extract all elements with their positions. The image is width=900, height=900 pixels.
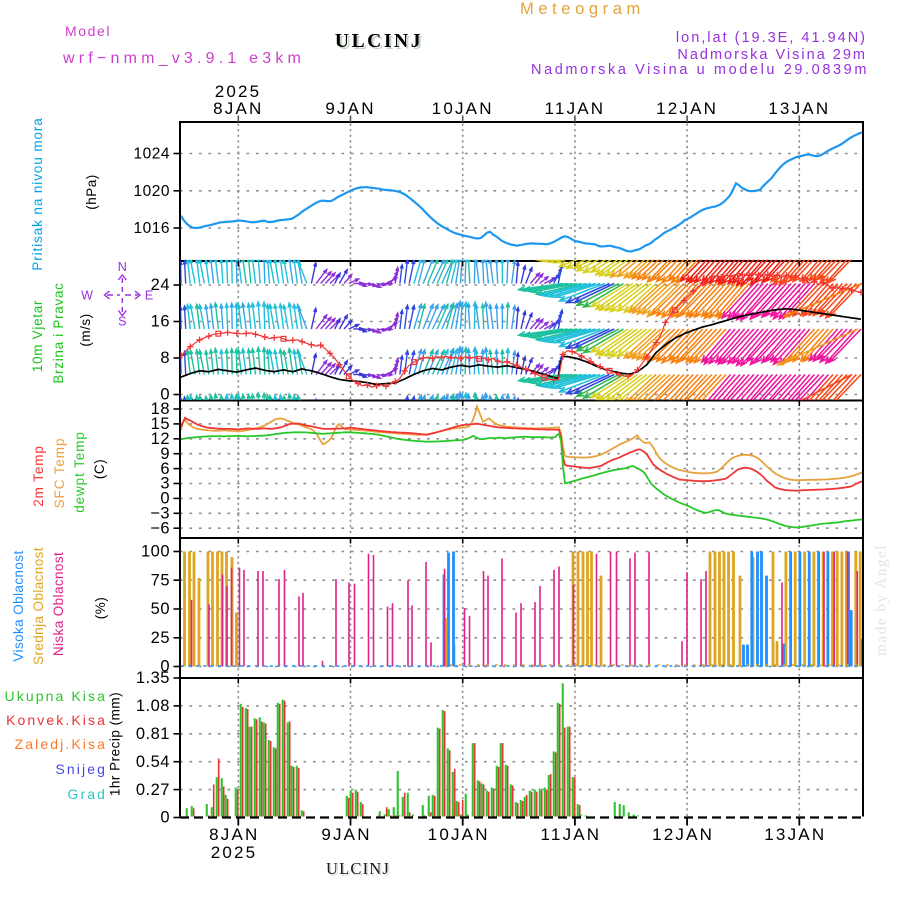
svg-text:(C): (C) bbox=[92, 459, 107, 479]
svg-text:1016: 1016 bbox=[134, 220, 170, 237]
svg-text:Srednja Oblacnost: Srednja Oblacnost bbox=[31, 547, 46, 665]
svg-text:ULCINJ: ULCINJ bbox=[328, 861, 392, 880]
svg-text:100: 100 bbox=[141, 543, 170, 561]
svg-text:12JAN: 12JAN bbox=[656, 99, 718, 118]
svg-text:Ukupna Kisa: Ukupna Kisa bbox=[5, 688, 107, 704]
svg-text:2025: 2025 bbox=[215, 82, 262, 101]
svg-text:Nadmorska Visina u modelu 29.0: Nadmorska Visina u modelu 29.0839m bbox=[531, 62, 869, 78]
svg-text:75: 75 bbox=[151, 571, 170, 589]
svg-text:24: 24 bbox=[151, 276, 170, 294]
svg-text:12JAN: 12JAN bbox=[652, 825, 714, 844]
svg-text:Pritisak na nivou mora: Pritisak na nivou mora bbox=[30, 117, 45, 270]
svg-text:Zaledj.Kisa: Zaledj.Kisa bbox=[15, 736, 107, 752]
svg-text:8: 8 bbox=[160, 349, 170, 367]
svg-text:0.54: 0.54 bbox=[136, 753, 170, 771]
svg-text:0: 0 bbox=[160, 386, 170, 404]
svg-text:ULCINJ: ULCINJ bbox=[337, 33, 425, 54]
svg-text:1024: 1024 bbox=[134, 146, 170, 163]
svg-text:9: 9 bbox=[160, 445, 170, 463]
svg-text:SFC Temp: SFC Temp bbox=[52, 438, 67, 509]
svg-text:15: 15 bbox=[151, 415, 170, 433]
svg-text:8JAN: 8JAN bbox=[213, 99, 263, 118]
svg-text:6: 6 bbox=[160, 460, 170, 478]
svg-text:0: 0 bbox=[160, 809, 170, 827]
svg-text:Model: Model bbox=[65, 23, 111, 39]
svg-text:10JAN: 10JAN bbox=[432, 99, 494, 118]
svg-text:18: 18 bbox=[151, 400, 170, 418]
svg-text:Nadmorska Visina 29m: Nadmorska Visina 29m bbox=[677, 47, 867, 63]
svg-text:Meteogram: Meteogram bbox=[520, 0, 645, 18]
svg-text:13JAN: 13JAN bbox=[764, 825, 826, 844]
svg-text:−3: −3 bbox=[150, 505, 170, 523]
svg-text:1020: 1020 bbox=[134, 183, 170, 200]
svg-text:(m/s): (m/s) bbox=[78, 313, 93, 346]
svg-text:9JAN: 9JAN bbox=[325, 99, 375, 118]
svg-text:N: N bbox=[118, 260, 127, 274]
svg-text:Brzina i Pravac: Brzina i Pravac bbox=[51, 282, 66, 383]
svg-text:−6: −6 bbox=[150, 519, 170, 537]
svg-text:0: 0 bbox=[160, 490, 170, 508]
svg-text:Snijeg: Snijeg bbox=[55, 761, 107, 777]
svg-text:0: 0 bbox=[160, 658, 170, 676]
svg-text:12: 12 bbox=[151, 430, 170, 448]
svg-text:25: 25 bbox=[151, 629, 170, 647]
svg-text:Grad: Grad bbox=[67, 786, 107, 802]
svg-text:lon,lat (19.3E, 41.94N): lon,lat (19.3E, 41.94N) bbox=[676, 30, 867, 46]
svg-text:16: 16 bbox=[151, 313, 170, 331]
svg-text:3: 3 bbox=[160, 475, 170, 493]
svg-text:11JAN: 11JAN bbox=[541, 825, 602, 844]
svg-text:10JAN: 10JAN bbox=[428, 825, 490, 844]
svg-text:9JAN: 9JAN bbox=[321, 825, 371, 844]
svg-text:E: E bbox=[145, 289, 153, 303]
svg-text:(%): (%) bbox=[93, 597, 108, 620]
svg-text:Niska Oblacnost: Niska Oblacnost bbox=[51, 552, 66, 656]
svg-text:made by Angel: made by Angel bbox=[873, 544, 890, 656]
svg-text:2025: 2025 bbox=[211, 843, 258, 862]
svg-text:8JAN: 8JAN bbox=[209, 825, 259, 844]
svg-text:Visoka Oblacnost: Visoka Oblacnost bbox=[11, 550, 26, 661]
svg-text:10m Vjetar: 10m Vjetar bbox=[30, 300, 45, 372]
svg-text:0.27: 0.27 bbox=[136, 781, 170, 799]
svg-text:13JAN: 13JAN bbox=[768, 99, 830, 118]
svg-text:1hr Precip (mm): 1hr Precip (mm) bbox=[108, 692, 123, 796]
svg-text:50: 50 bbox=[151, 600, 170, 618]
svg-text:W: W bbox=[81, 289, 93, 303]
svg-text:(hPa): (hPa) bbox=[84, 174, 99, 210]
svg-text:wrf−nmm_v3.9.1 e3km: wrf−nmm_v3.9.1 e3km bbox=[62, 50, 305, 67]
svg-text:ULCINJ: ULCINJ bbox=[326, 859, 390, 878]
svg-text:1.35: 1.35 bbox=[136, 669, 170, 687]
svg-text:2m Temp: 2m Temp bbox=[31, 445, 46, 507]
svg-text:1.08: 1.08 bbox=[136, 697, 170, 715]
svg-text:0.81: 0.81 bbox=[136, 725, 170, 743]
svg-text:11JAN: 11JAN bbox=[545, 99, 606, 118]
svg-text:Konvek.Kisa: Konvek.Kisa bbox=[6, 712, 107, 728]
svg-text:dewpt Temp: dewpt Temp bbox=[72, 431, 87, 513]
svg-text:ULCINJ: ULCINJ bbox=[335, 31, 423, 52]
svg-text:S: S bbox=[118, 315, 126, 329]
